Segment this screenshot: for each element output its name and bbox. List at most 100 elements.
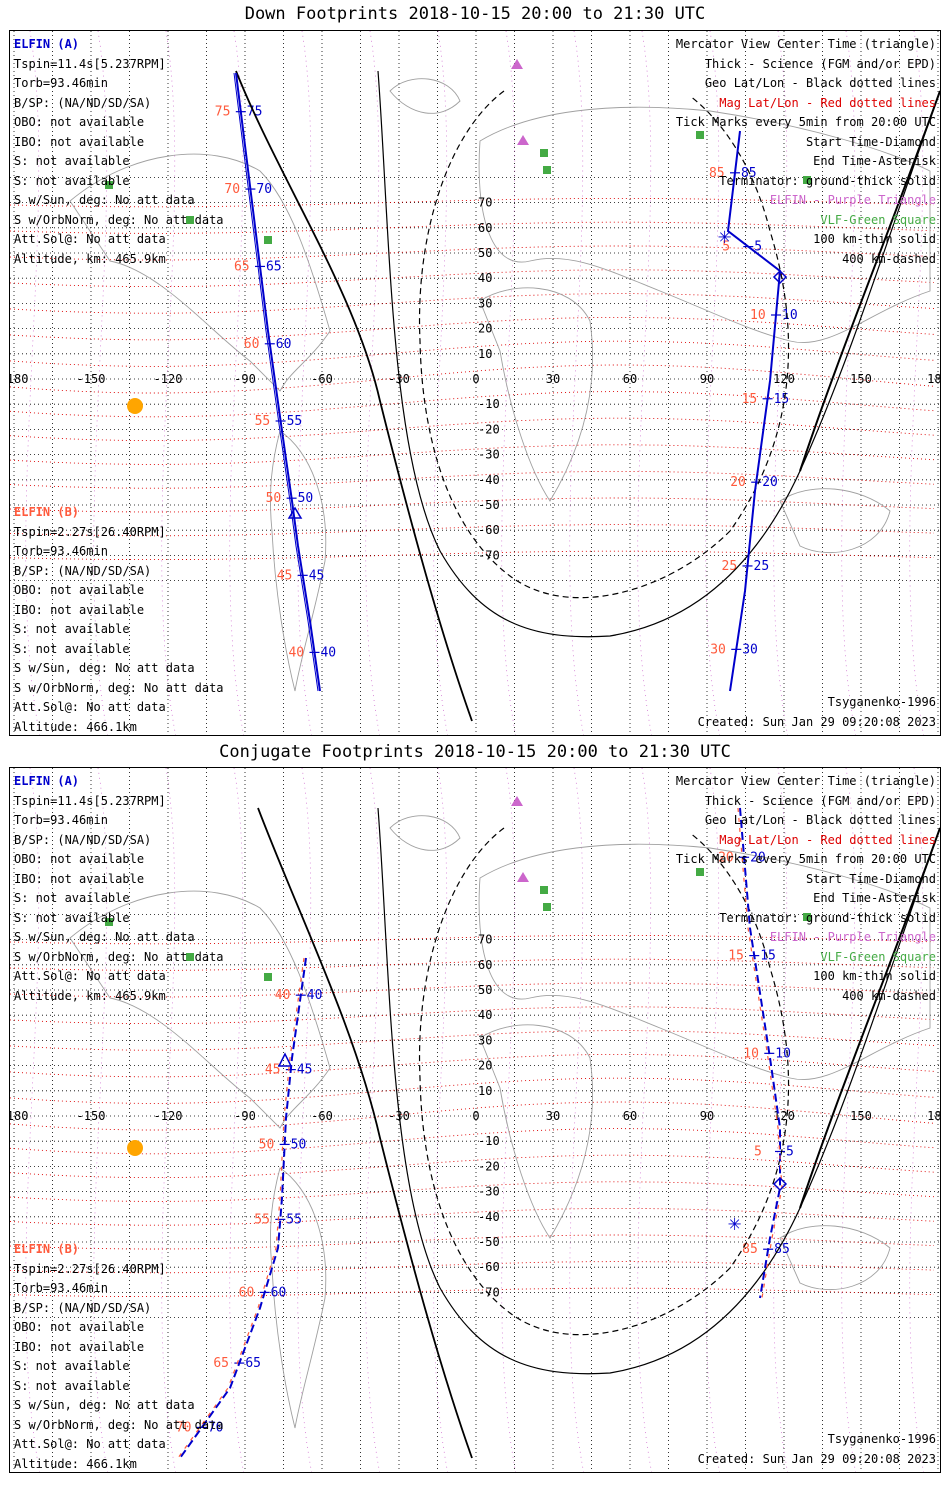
info-line: Altitude: 466.1km bbox=[14, 719, 137, 734]
vlf-green-square bbox=[540, 149, 548, 157]
terminator-east-100km bbox=[377, 807, 940, 1375]
lat-label: -60 bbox=[478, 523, 500, 537]
info-line: Torb=93.46min bbox=[14, 544, 108, 558]
legend-item: Terminator: ground-thick solid bbox=[719, 910, 936, 925]
info-line: Att.Sol@: No att data bbox=[14, 1437, 166, 1451]
lon-label: 0 bbox=[472, 372, 479, 386]
track-tick-label-b: 15 bbox=[728, 949, 744, 964]
track-tick-label-a: 10 bbox=[782, 308, 798, 323]
lat-label: -10 bbox=[478, 1134, 500, 1148]
mag-meridian bbox=[365, 31, 380, 735]
elfin-purple-triangle bbox=[517, 872, 529, 882]
lat-label: 20 bbox=[478, 1059, 492, 1073]
info-line: OBO: not available bbox=[14, 1320, 145, 1334]
geo-grid bbox=[10, 768, 940, 1472]
track-tick-label-a: 45 bbox=[309, 568, 325, 583]
legend-item: ELFIN - Purple Triangle bbox=[769, 193, 936, 207]
mag-grid bbox=[10, 768, 935, 1472]
map-svg: -180-150-120-90-60-300306090120150180706… bbox=[10, 768, 940, 1472]
track-tick-label-a: 70 bbox=[256, 182, 272, 197]
vlf-green-square bbox=[803, 913, 811, 921]
info-line: S w/Sun, deg: No att data bbox=[14, 1398, 195, 1412]
lon-label: 180 bbox=[927, 372, 941, 386]
track-tick-label-a: 40 bbox=[320, 645, 336, 660]
mag-lat-line bbox=[10, 1030, 935, 1051]
terminator-curves bbox=[257, 807, 940, 1459]
end-asterisk: ✳ bbox=[718, 224, 731, 249]
legend: Mercator View Center Time (triangle) Thi… bbox=[676, 772, 936, 1006]
panel-title: Down Footprints 2018-10-15 20:00 to 21:3… bbox=[244, 4, 706, 24]
sun-icon bbox=[127, 1140, 143, 1156]
terminator-east-400km bbox=[418, 90, 790, 599]
info-line: Att.Sol@: No att data bbox=[14, 969, 166, 983]
mag-lat-line bbox=[10, 1006, 935, 1025]
track-tick-label-a: 20 bbox=[750, 850, 766, 865]
coastline bbox=[269, 1167, 327, 1429]
mag-meridian bbox=[841, 31, 856, 735]
info-line: OBO: not available bbox=[14, 583, 145, 597]
lat-label: -40 bbox=[478, 473, 500, 487]
track-tick-label-b: 5 bbox=[754, 1144, 762, 1159]
mag-meridian bbox=[841, 768, 856, 1472]
mag-lat-line bbox=[10, 1128, 935, 1155]
track-tick-label-a: 5 bbox=[754, 240, 762, 255]
track-tick-label-b: 70 bbox=[176, 1420, 192, 1435]
info-line: Tspin=2.27s[26.40RPM] bbox=[14, 1261, 166, 1276]
track-tick-label-b: 85 bbox=[709, 166, 725, 181]
mag-meridian bbox=[229, 768, 244, 1472]
mag-meridian bbox=[501, 768, 516, 1472]
lon-label: -120 bbox=[154, 372, 183, 386]
info-line: B/SP: (NA/ND/SD/SA) bbox=[14, 832, 152, 847]
mag-lat-line bbox=[10, 417, 935, 442]
coastline bbox=[479, 1024, 593, 1239]
lon-label: 30 bbox=[546, 1109, 560, 1123]
mag-meridian bbox=[93, 31, 108, 735]
info-line: Altitude, km: 465.9km bbox=[14, 988, 166, 1003]
track-tick-label-b: 30 bbox=[710, 642, 726, 657]
legend-item: Mag Lat/Lon - Red dotted lines bbox=[719, 832, 936, 847]
track-tick-label-a: 70 bbox=[208, 1420, 224, 1435]
lon-label: 150 bbox=[850, 1109, 872, 1123]
info-line: Torb=93.46min bbox=[14, 813, 108, 827]
coastline bbox=[389, 78, 461, 114]
legend-item: Geo Lat/Lon - Black dotted lines bbox=[704, 813, 936, 827]
info-line: S: not available bbox=[14, 173, 130, 188]
coastlines bbox=[69, 815, 931, 1429]
mag-meridian bbox=[705, 31, 720, 735]
lat-label: -50 bbox=[478, 498, 500, 512]
mag-lat-line bbox=[10, 1181, 935, 1202]
vlf-green-square bbox=[264, 236, 272, 244]
info-line: S w/Sun, deg: No att data bbox=[14, 930, 195, 944]
lon-label: -60 bbox=[311, 372, 333, 386]
terminator-east-100km bbox=[377, 70, 940, 638]
coastline bbox=[69, 153, 331, 392]
legend-item: VLF-Green Square bbox=[820, 212, 936, 227]
info-line: S w/OrbNorm, deg: No att data bbox=[14, 212, 224, 227]
terminator-curves bbox=[235, 70, 940, 722]
lat-label: 10 bbox=[478, 1084, 492, 1098]
elfin-a-info: ELFIN (A) Tspin=11.4s[5.237RPM] Torb=93.… bbox=[14, 772, 224, 1006]
mag-meridian bbox=[909, 31, 924, 735]
legend-item: Geo Lat/Lon - Black dotted lines bbox=[704, 76, 936, 90]
mag-meridian bbox=[297, 31, 312, 735]
track-tick-label-b: 85 bbox=[742, 1242, 758, 1257]
track-tick-label-a: 65 bbox=[266, 259, 282, 274]
coastline bbox=[269, 430, 327, 692]
vlf-green-square bbox=[803, 176, 811, 184]
view-center-triangle bbox=[277, 1052, 293, 1067]
track-tick-label-a: 45 bbox=[297, 1063, 313, 1078]
view-center-triangle bbox=[287, 506, 303, 519]
mag-grid bbox=[10, 31, 935, 735]
mag-lat-line bbox=[10, 340, 935, 367]
terminator-east-ground bbox=[799, 90, 940, 472]
legend-item: Start Time-Diamond bbox=[805, 871, 936, 886]
track-tick-label-b: 10 bbox=[750, 308, 766, 323]
track-tick-label-a: 15 bbox=[760, 949, 776, 964]
info-line: Altitude, km: 465.9km bbox=[14, 251, 166, 266]
terminator-east-400km bbox=[418, 827, 790, 1336]
track-tick-label-b: 55 bbox=[255, 414, 271, 429]
vlf-green-square bbox=[696, 868, 704, 876]
mag-meridian bbox=[161, 768, 176, 1472]
info-line: S w/OrbNorm, deg: No att data bbox=[14, 680, 224, 695]
legend-item: Terminator: ground-thick solid bbox=[719, 173, 936, 188]
